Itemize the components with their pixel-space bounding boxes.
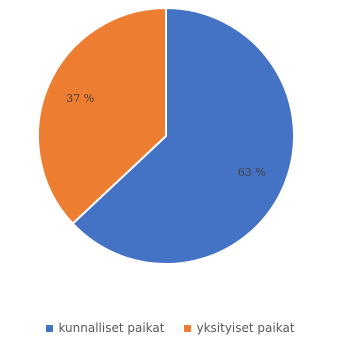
pie-slices <box>38 8 294 264</box>
chart-legend: kunnalliset paikat yksityiset paikat <box>0 317 341 339</box>
legend-swatch-kunnalliset <box>46 325 53 332</box>
legend-label-kunnalliset: kunnalliset paikat <box>58 321 164 335</box>
legend-swatch-yksityiset <box>184 325 191 332</box>
legend-item-kunnalliset: kunnalliset paikat <box>46 321 164 335</box>
legend-item-yksityiset: yksityiset paikat <box>184 321 294 335</box>
legend-label-yksityiset: yksityiset paikat <box>196 321 294 335</box>
pie-data-label-0: 63 % <box>238 166 266 179</box>
pie-data-label-1: 37 % <box>66 92 94 105</box>
